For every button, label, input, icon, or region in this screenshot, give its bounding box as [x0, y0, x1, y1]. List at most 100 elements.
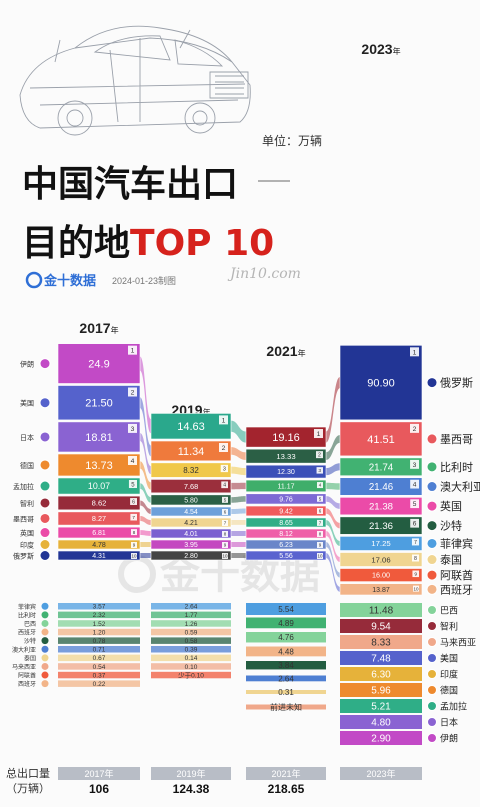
- lower-value-2021-14: 4.48: [278, 647, 294, 656]
- bar-2019-rank-1: [150, 413, 232, 440]
- lower-value-2017-13: 1.52: [93, 621, 106, 628]
- lower-bar-2023-12: [340, 619, 422, 633]
- flag-icon: [426, 461, 438, 473]
- lower-country-2017-17: 泰国: [24, 654, 36, 662]
- flag-icon: [427, 717, 437, 727]
- rank-number-2021-1: 1: [317, 431, 321, 438]
- lower-bar-2019-17: [151, 654, 231, 662]
- lower-country-2017-20: 西班牙: [18, 680, 36, 688]
- bar-2023-rank-5: [339, 497, 423, 516]
- country-label-2023-rank-6: 沙特: [440, 519, 462, 533]
- lower-bar-2021-13: [246, 632, 326, 643]
- lower-value-2023-11: 11.48: [369, 606, 394, 617]
- lower-country-2017-11: 菲律宾: [18, 603, 36, 611]
- bar-2017-rank-9: [57, 539, 141, 550]
- rank-badge-2021-4: [317, 482, 323, 489]
- rank-badge-2017-6: [130, 498, 137, 505]
- bar-2021-rank-1: [245, 426, 327, 448]
- bar-2021-rank-7: [245, 517, 327, 528]
- country-label-2023-rank-1: 俄罗斯: [440, 377, 473, 390]
- rank-number-2019-3: 3: [223, 467, 226, 473]
- lower-bar-2019-12: [151, 611, 231, 619]
- columns-layer: 2017年 24.9 1 伊朗 21.50 2 美国 18.81 3 日本 13.73 4 德国 10.0…: [13, 41, 480, 596]
- country-label-2017-rank-8: 英国: [20, 529, 34, 538]
- bar-2019-rank-2: [150, 440, 232, 462]
- lower-country-2017-14: 西班牙: [18, 629, 36, 637]
- lower-bar-2021-14: [246, 646, 326, 657]
- value-2017-rank-2: 21.50: [85, 398, 113, 410]
- connector-band: [231, 531, 246, 536]
- flag-icon: [39, 480, 51, 492]
- connector-band: [326, 519, 340, 546]
- flag-icon: [41, 619, 49, 627]
- value-2017-rank-9: 4.78: [92, 542, 106, 549]
- bar-2019-rank-3: [150, 462, 232, 478]
- car-sketch-icon: [19, 25, 251, 136]
- rank-badge-2021-8: [317, 531, 323, 537]
- value-2021-rank-3: 12.30: [277, 468, 295, 476]
- flag-icon: [427, 605, 437, 615]
- bar-2019-rank-4: [150, 479, 232, 494]
- brand-logo: 金十数据: [25, 271, 96, 289]
- bar-2017-rank-7: [57, 511, 141, 526]
- value-2019-rank-10: 2.80: [184, 553, 198, 560]
- total-year-box-2017: [58, 767, 140, 780]
- value-2023-rank-1: 90.90: [367, 378, 395, 390]
- bar-2017-rank-10: [57, 550, 141, 561]
- lower-bar-2023-15: [340, 667, 422, 681]
- rank-number-2021-10: 10: [317, 554, 323, 559]
- flag-icon: [41, 645, 49, 653]
- value-2019-rank-6: 4.54: [184, 509, 198, 516]
- lower-value-2017-16: 0.71: [93, 647, 106, 654]
- lower-value-2019-14: 0.59: [185, 629, 198, 636]
- rank-number-2023-10: 10: [413, 586, 419, 591]
- flag-icon: [426, 569, 438, 581]
- lower-bar-2021-17: [246, 690, 326, 694]
- lower-bar-2017-17: [58, 654, 140, 662]
- lower-bar-2023-14: [340, 651, 422, 665]
- lower-value-2023-17: 5.21: [371, 702, 391, 713]
- flag-icon: [426, 520, 438, 532]
- bar-2021-rank-8: [245, 528, 327, 539]
- lower-value-2017-15: 0.78: [93, 638, 106, 645]
- lower-bar-2023-19: [340, 731, 422, 745]
- lower-value-2023-19: 2.90: [371, 734, 391, 745]
- rank-badge-2023-1: [410, 347, 419, 357]
- flag-icon: [39, 497, 51, 509]
- rank-number-2017-6: 6: [132, 499, 135, 505]
- lower-bar-2019-13: [151, 620, 231, 627]
- rank-number-2019-6: 6: [224, 510, 227, 515]
- rank-badge-2017-9: [131, 542, 137, 548]
- value-2017-rank-10: 4.31: [92, 553, 106, 560]
- flag-icon: [39, 512, 51, 524]
- rank-badge-2019-8: [222, 531, 228, 537]
- rank-number-2017-9: 9: [133, 543, 136, 548]
- lower-country-2017-19: 阿联酋: [18, 672, 36, 680]
- lower-country-2023-18: 日本: [440, 717, 458, 728]
- flag-icon: [427, 685, 437, 695]
- lower-value-2017-18: 0.54: [93, 664, 106, 671]
- value-2021-rank-8: 8.12: [279, 531, 293, 538]
- lower-country-2017-12: 比利时: [18, 611, 36, 619]
- rank-badge-2019-5: [222, 496, 228, 503]
- bar-2021-rank-3: [245, 464, 327, 479]
- total-2017: 2017年 106: [58, 767, 140, 796]
- lower-bar-2021-11: [246, 603, 326, 615]
- total-value-2021: 218.65: [268, 782, 305, 796]
- flag-icon: [39, 397, 51, 409]
- connector-band: [326, 553, 340, 592]
- lower-country-2023-12: 智利: [440, 621, 458, 632]
- rank-number-2023-1: 1: [413, 349, 417, 356]
- connector-band: [326, 463, 340, 476]
- bar-2017-rank-6: [57, 495, 141, 511]
- total-year-2017: 2017年: [84, 768, 113, 779]
- flag-icon: [427, 669, 437, 679]
- bar-2017-rank-4: [57, 453, 141, 477]
- rank-number-2017-4: 4: [131, 458, 135, 465]
- lower-ranks-2023: 11.48 巴西 9.54 智利 8.33 马来西亚 7.48 美国 6.30 印度 5.96 德国 5…: [340, 603, 476, 745]
- value-2019-rank-2: 11.34: [178, 446, 204, 458]
- rank-number-2017-3: 3: [131, 426, 135, 433]
- rank-badge-2023-3: [410, 459, 419, 469]
- rank-badge-2017-7: [130, 513, 137, 521]
